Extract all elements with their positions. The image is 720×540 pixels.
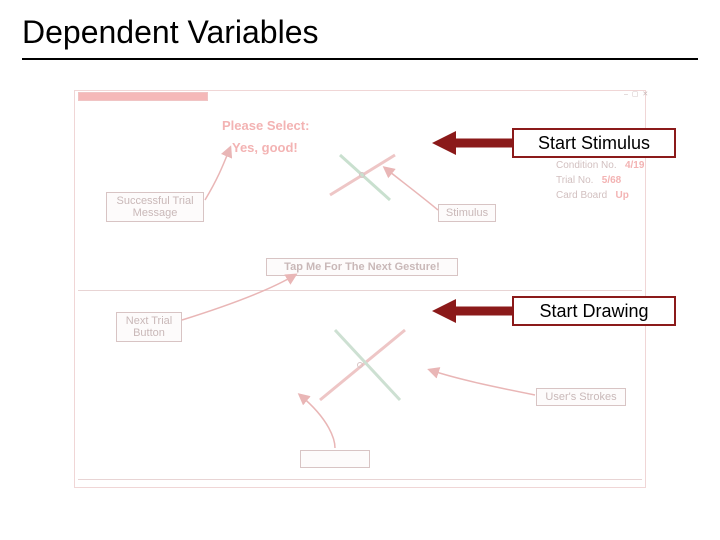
info-row-trial: Trial No. 5/68 [556,175,621,186]
label-input-area [300,450,370,468]
please-select-label: Please Select: [222,118,309,133]
info-value: 5/68 [602,175,621,186]
info-value: 4/19 [625,160,644,171]
label-stimulus: Stimulus [438,204,496,222]
page-title: Dependent Variables [22,14,319,51]
info-value: Up [615,190,628,201]
next-gesture-button: Tap Me For The Next Gesture! [266,258,458,276]
title-underline [22,58,698,60]
info-label: Condition No. [556,160,617,171]
label-successful-trial: Successful Trial Message [106,192,204,222]
info-row-cardboard: Card Board Up [556,190,629,201]
success-message: Yes, good! [232,140,298,155]
window-titlebar [78,92,208,101]
info-row-condition: Condition No. 4/19 [556,160,644,171]
callout-start-drawing: Start Drawing [512,296,676,326]
label-users-strokes: User's Strokes [536,388,626,406]
info-label: Card Board [556,190,607,201]
callout-start-stimulus: Start Stimulus [512,128,676,158]
label-next-trial-button: Next Trial Button [116,312,182,342]
window-controls: – ▢ ✕ [624,90,649,98]
info-label: Trial No. [556,175,593,186]
slide-stage: { "title": { "text": "Dependent Variable… [0,0,720,540]
